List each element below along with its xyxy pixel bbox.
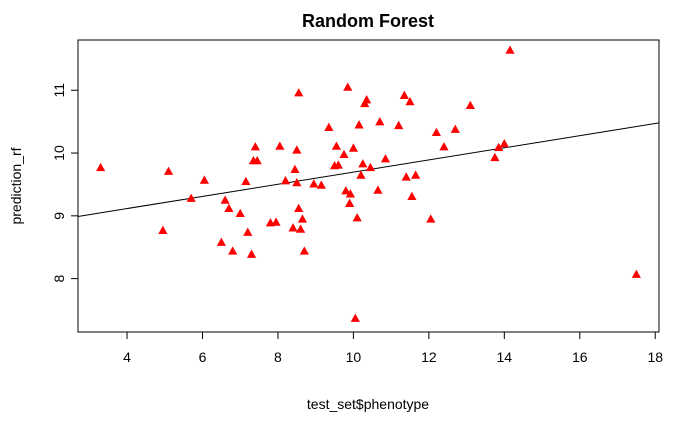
data-point <box>345 189 355 198</box>
data-point <box>631 269 641 278</box>
data-point <box>250 142 260 151</box>
data-point <box>275 141 285 150</box>
data-point <box>345 198 355 207</box>
data-point <box>333 160 343 169</box>
data-point <box>401 172 411 181</box>
x-tick-label: 6 <box>199 349 207 365</box>
data-point <box>411 170 421 179</box>
x-tick-label: 8 <box>274 349 282 365</box>
data-point <box>439 142 449 151</box>
data-point <box>292 145 302 154</box>
chart-title: Random Forest <box>302 11 434 31</box>
data-point <box>331 141 342 150</box>
data-point <box>294 203 304 212</box>
data-point <box>356 170 366 179</box>
data-point <box>216 237 226 246</box>
data-points <box>96 45 641 322</box>
data-point <box>199 175 209 184</box>
data-point <box>352 213 362 222</box>
data-point <box>499 139 509 148</box>
data-point <box>373 185 383 194</box>
data-point <box>341 186 351 195</box>
data-point <box>224 203 234 212</box>
x-axis-label: test_set$phenotype <box>307 396 429 412</box>
data-point <box>505 45 515 54</box>
y-tick-label: 10 <box>51 145 67 161</box>
x-tick-label: 14 <box>497 349 513 365</box>
x-tick-label: 16 <box>572 349 588 365</box>
data-point <box>220 195 230 204</box>
data-point <box>271 217 281 226</box>
data-point <box>243 227 253 236</box>
data-point <box>450 124 460 133</box>
data-point <box>186 193 196 202</box>
data-point <box>158 225 168 234</box>
data-point <box>394 120 404 130</box>
data-point <box>246 249 257 258</box>
data-point <box>241 176 251 185</box>
data-point <box>494 142 504 152</box>
data-point <box>96 162 106 172</box>
data-point <box>252 155 262 165</box>
data-point <box>365 162 375 172</box>
data-point <box>324 122 334 131</box>
y-tick-label: 11 <box>51 83 67 98</box>
data-point <box>405 96 415 106</box>
data-point <box>297 214 308 223</box>
data-point <box>426 214 436 223</box>
data-point <box>490 152 500 162</box>
y-tick-label: 9 <box>51 212 67 220</box>
data-point <box>309 179 319 188</box>
data-point <box>295 224 306 233</box>
data-point <box>299 246 309 255</box>
data-point <box>292 177 302 187</box>
data-point <box>407 191 417 201</box>
data-point <box>343 82 353 91</box>
data-point <box>228 246 238 255</box>
y-tick-label: 8 <box>51 275 67 283</box>
data-point <box>399 90 409 99</box>
data-point <box>288 223 298 232</box>
data-point <box>348 143 359 152</box>
data-point <box>465 100 475 109</box>
y-axis: 8 9 10 11 <box>51 83 78 283</box>
x-tick-label: 4 <box>123 349 131 365</box>
x-tick-label: 12 <box>421 349 437 365</box>
x-tick-label: 18 <box>647 349 663 365</box>
data-point <box>163 166 174 175</box>
data-point <box>380 154 391 163</box>
plot-frame <box>77 39 660 333</box>
data-point <box>290 164 300 174</box>
data-point <box>358 159 368 168</box>
data-point <box>339 149 349 158</box>
data-point <box>316 180 326 189</box>
x-axis: 4 6 8 10 12 14 16 18 <box>123 332 663 365</box>
data-point <box>280 176 291 185</box>
data-point <box>431 127 442 136</box>
y-axis-label: prediction_rf <box>8 147 24 224</box>
data-point <box>354 120 364 129</box>
x-tick-label: 10 <box>346 349 362 365</box>
data-point <box>350 313 360 322</box>
data-point <box>235 208 245 217</box>
data-point <box>362 95 372 104</box>
data-point <box>294 88 304 97</box>
data-point <box>375 117 385 126</box>
